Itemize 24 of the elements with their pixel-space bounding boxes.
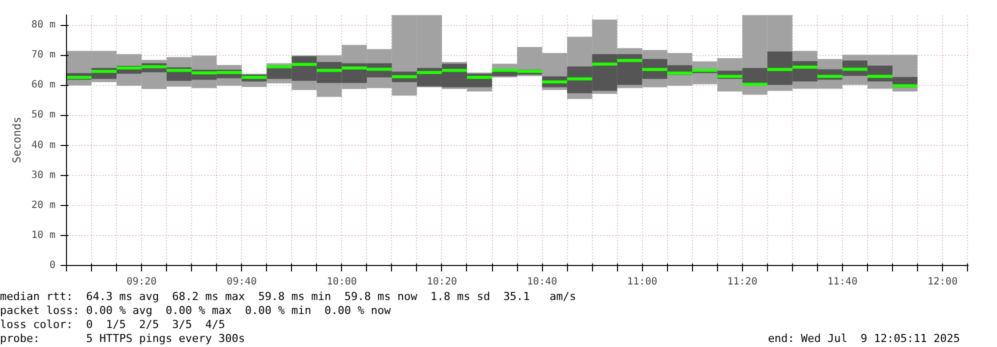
y-axis-title: Seconds (10, 116, 24, 164)
y-tick-label: 40 m (31, 140, 56, 151)
x-tick-label: 10:20 (426, 276, 458, 288)
y-tick-label: 60 m (31, 80, 56, 91)
y-tick-label: 10 m (31, 230, 56, 241)
y-tick-label: 50 m (31, 110, 56, 121)
x-tick-label: 10:00 (326, 276, 357, 288)
x-tick-label: 12:00 (928, 276, 958, 288)
text: packet loss: 0.00 % avg 0.00 % max 0.00 % min 0.00 % now (0, 304, 391, 318)
x-tick-label: 10:40 (527, 276, 558, 288)
y-tick-label: 30 m (31, 170, 56, 181)
y-tick-label: 80 m (31, 20, 56, 31)
text: loss color: 0 1/5 2/5 3/5 4/5 (0, 318, 226, 332)
y-tick-label: 0 (49, 260, 56, 271)
x-tick-label: 11:00 (627, 276, 658, 288)
text: median rtt: 64.3 ms avg 68.2 ms max 59.8 ms min 59.8 ms now 1.8 ms sd 35.1 am/s (0, 290, 576, 304)
x-tick-label: 09:40 (226, 276, 257, 288)
y-tick-label: 20 m (31, 200, 56, 211)
text: probe: 5 HTTPS pings every 300s (0, 332, 246, 346)
text: end: Wed Jul 9 12:05:11 2025 (768, 332, 960, 346)
x-tick-label: 09:20 (126, 276, 157, 288)
y-tick-label: 70 m (31, 50, 56, 61)
x-tick-label: 11:20 (727, 276, 758, 288)
x-tick-label: 11:40 (827, 276, 858, 288)
